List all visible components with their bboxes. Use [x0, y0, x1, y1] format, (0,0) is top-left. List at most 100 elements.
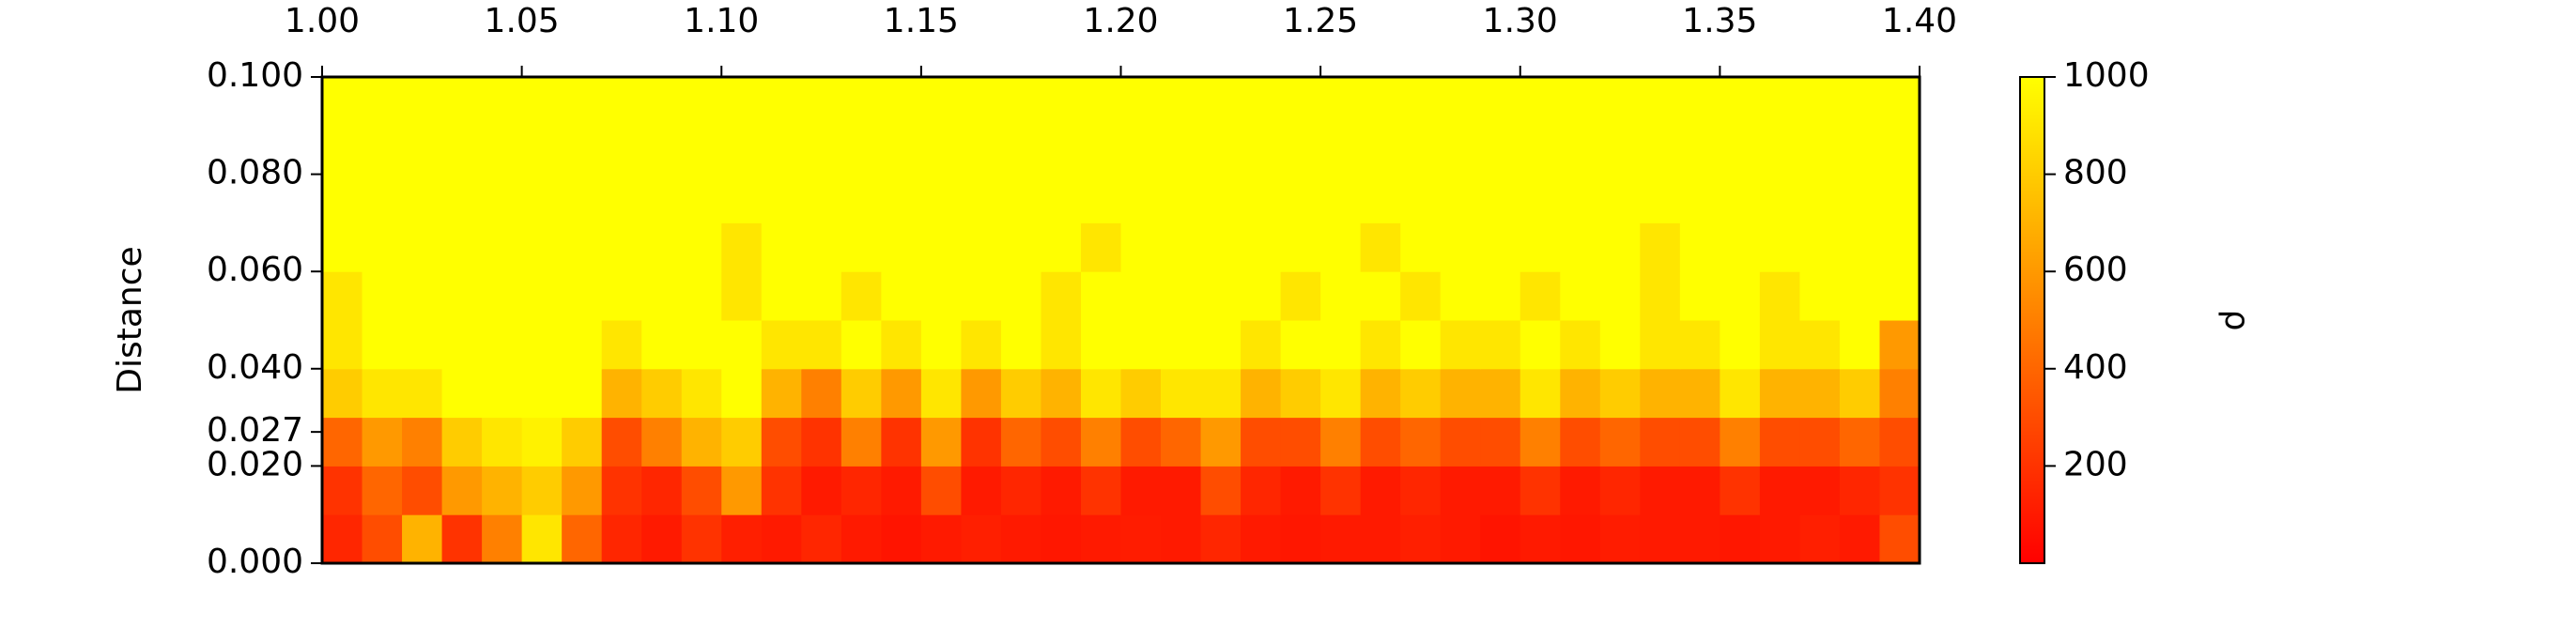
heatmap-cell: [441, 320, 483, 370]
heatmap-cell: [1041, 174, 1082, 223]
heatmap-cell: [1280, 320, 1321, 370]
heatmap-cell: [761, 174, 802, 223]
heatmap-cell: [601, 320, 642, 370]
heatmap-cell: [1640, 320, 1681, 370]
heatmap-cell: [801, 417, 842, 467]
heatmap-cell: [1161, 271, 1202, 321]
heatmap-cell: [1161, 368, 1202, 419]
colorbar-tick-label: 400: [2063, 348, 2128, 387]
heatmap-cell: [881, 466, 922, 515]
heatmap-cell: [1041, 77, 1082, 127]
heatmap-cell: [841, 125, 882, 176]
heatmap-cell: [601, 125, 642, 176]
heatmap-cell: [761, 77, 802, 127]
heatmap-cell: [482, 77, 523, 127]
heatmap-cell: [1839, 271, 1880, 321]
heatmap: [322, 77, 1920, 564]
heatmap-cell: [562, 271, 603, 321]
heatmap-cell: [920, 77, 962, 127]
heatmap-cell: [1360, 466, 1401, 515]
heatmap-cell: [1400, 77, 1442, 127]
heatmap-cell: [721, 368, 763, 419]
heatmap-cell: [1720, 271, 1761, 321]
heatmap-cell: [641, 271, 683, 321]
heatmap-cell: [841, 320, 882, 370]
heatmap-cell: [1640, 417, 1681, 467]
heatmap-cell: [1640, 368, 1681, 419]
heatmap-cell: [1400, 514, 1442, 564]
heatmap-cell: [1560, 77, 1601, 127]
heatmap-cell: [1560, 125, 1601, 176]
heatmap-cell: [1080, 222, 1121, 272]
heatmap-cell: [721, 77, 763, 127]
heatmap-cell: [1560, 320, 1601, 370]
heatmap-cell: [482, 417, 523, 467]
heatmap-cell: [1360, 77, 1401, 127]
heatmap-cell: [482, 466, 523, 515]
heatmap-cell: [841, 466, 882, 515]
heatmap-cell: [1120, 514, 1162, 564]
heatmap-cell: [1440, 320, 1481, 370]
heatmap-cell: [961, 125, 1002, 176]
heatmap-cell: [1640, 77, 1681, 127]
heatmap-cell: [1519, 368, 1561, 419]
heatmap-cell: [1200, 174, 1242, 223]
heatmap-cell: [601, 174, 642, 223]
heatmap-cell: [562, 368, 603, 419]
heatmap-cell: [1120, 174, 1162, 223]
heatmap-cell: [562, 466, 603, 515]
heatmap-cell: [521, 466, 563, 515]
heatmap-cell: [1440, 77, 1481, 127]
heatmap-cell: [521, 514, 563, 564]
heatmap-cell: [881, 222, 922, 272]
colorbar: [2019, 76, 2045, 564]
heatmap-cell: [1599, 174, 1641, 223]
heatmap-cell: [1161, 77, 1202, 127]
heatmap-cell: [322, 417, 363, 467]
heatmap-cell: [1480, 125, 1521, 176]
heatmap-cell: [1000, 77, 1041, 127]
heatmap-cell: [761, 125, 802, 176]
heatmap-cell: [1080, 271, 1121, 321]
heatmap-cell: [1440, 466, 1481, 515]
heatmap-cell: [761, 222, 802, 272]
heatmap-cell: [1640, 222, 1681, 272]
heatmap-cell: [1080, 77, 1121, 127]
heatmap-cell: [1080, 174, 1121, 223]
y-tick-label: 0.080: [207, 154, 303, 192]
heatmap-cell: [1280, 514, 1321, 564]
heatmap-cell: [1519, 174, 1561, 223]
heatmap-cell: [1480, 77, 1521, 127]
heatmap-cell: [362, 222, 403, 272]
heatmap-cell: [920, 466, 962, 515]
x-tick-label: 1.15: [884, 2, 959, 40]
heatmap-cell: [1000, 466, 1041, 515]
heatmap-cell: [1400, 271, 1442, 321]
heatmap-cell: [1000, 320, 1041, 370]
heatmap-cell: [482, 222, 523, 272]
heatmap-cell: [1640, 174, 1681, 223]
heatmap-cell: [1480, 222, 1521, 272]
heatmap-cell: [881, 77, 922, 127]
heatmap-cell: [1560, 368, 1601, 419]
heatmap-cell: [562, 514, 603, 564]
heatmap-cell: [562, 77, 603, 127]
heatmap-cell: [1759, 174, 1800, 223]
heatmap-cell: [1640, 125, 1681, 176]
heatmap-cell: [1080, 320, 1121, 370]
heatmap-cell: [482, 368, 523, 419]
heatmap-cell: [482, 320, 523, 370]
heatmap-cell: [1080, 514, 1121, 564]
heatmap-cell: [1759, 368, 1800, 419]
heatmap-cell: [641, 125, 683, 176]
heatmap-cell: [1879, 125, 1920, 176]
heatmap-cell: [961, 466, 1002, 515]
heatmap-cell: [402, 222, 443, 272]
x-tick-label: 1.30: [1483, 2, 1558, 40]
heatmap-cell: [1200, 271, 1242, 321]
heatmap-cell: [1320, 174, 1362, 223]
heatmap-cell: [1799, 368, 1841, 419]
colorbar-label: ρ: [2217, 310, 2256, 331]
heatmap-cell: [441, 125, 483, 176]
heatmap-cell: [562, 417, 603, 467]
